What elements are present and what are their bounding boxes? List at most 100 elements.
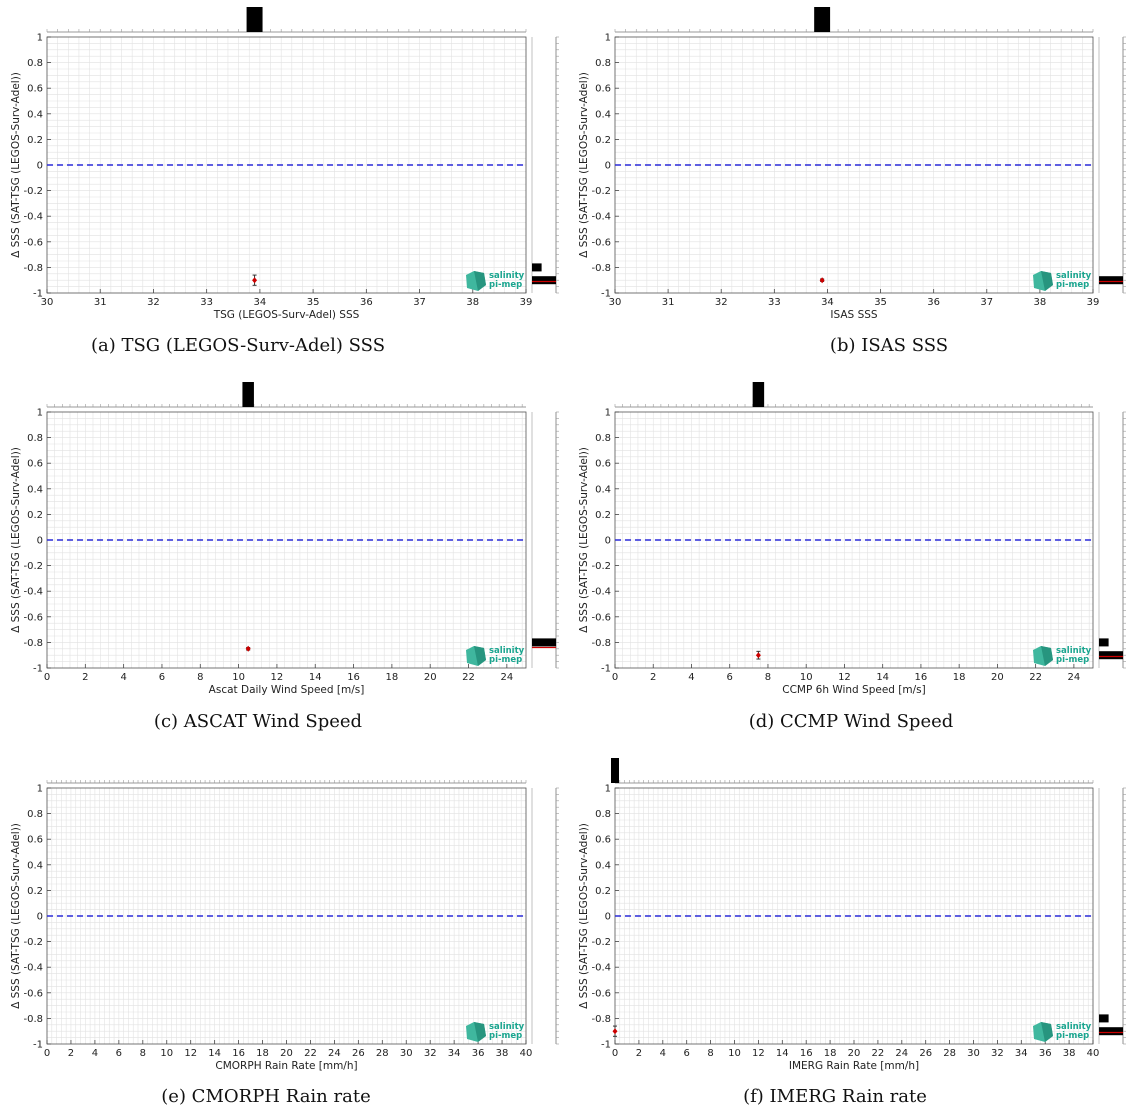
logo-line2: pi-mep (1056, 280, 1089, 290)
x-tick-label: 28 (943, 1048, 956, 1059)
y-tick-label: 0.4 (595, 109, 611, 120)
side-hist-bar (1099, 651, 1123, 660)
y-tick-label: -0.8 (23, 1014, 43, 1025)
x-tick-label: 30 (400, 1048, 413, 1059)
x-tick-label: 32 (715, 297, 728, 308)
y-tick-label: -1 (601, 664, 611, 675)
x-tick-label: 0 (612, 1048, 618, 1059)
x-tick-label: 20 (848, 1048, 861, 1059)
x-tick-label: 32 (991, 1048, 1004, 1059)
logo-cube-shade-icon (1041, 271, 1053, 291)
x-tick-label: 40 (520, 1048, 533, 1059)
x-tick-label: 30 (609, 297, 622, 308)
y-tick-label: 0.4 (27, 109, 43, 120)
x-axis-label: IMERG Rain Rate [mm/h] (789, 1060, 919, 1072)
x-tick-label: 39 (520, 297, 533, 308)
x-tick-label: 0 (44, 672, 50, 683)
y-tick-label: 1 (37, 784, 43, 795)
chart-panel: 30 31 32 33 34 35 36 37 38 39 1 0.8 0.6 0.4 0.2 0 -0.2 -0… (578, 7, 1126, 356)
y-tick-label: 1 (605, 33, 611, 44)
x-tick-label: 14 (776, 1048, 789, 1059)
y-tick-label: 0.2 (595, 135, 611, 146)
logo-cube-shade-icon (474, 1022, 486, 1042)
x-tick-label: 38 (496, 1048, 509, 1059)
y-tick-label: 0.8 (595, 58, 611, 69)
subfigure-caption: (e) CMORPH Rain rate (161, 1086, 370, 1107)
x-tick-label: 6 (727, 672, 733, 683)
y-tick-label: -0.6 (591, 237, 611, 248)
y-tick-label: -0.8 (23, 263, 43, 274)
logo-line2: pi-mep (1056, 1031, 1089, 1041)
y-tick-label: -0.6 (591, 612, 611, 623)
top-hist-bar (242, 382, 254, 407)
x-tick-label: 40 (1087, 1048, 1100, 1059)
x-tick-label: 26 (352, 1048, 365, 1059)
x-tick-label: 10 (160, 1048, 173, 1059)
y-tick-label: 0.8 (27, 433, 43, 444)
y-tick-label: 0 (605, 161, 611, 172)
y-tick-label: -0.6 (23, 237, 43, 248)
y-tick-label: -0.4 (23, 212, 43, 223)
logo-line2: pi-mep (489, 655, 522, 665)
x-tick-label: 22 (304, 1048, 317, 1059)
x-tick-label: 24 (1068, 672, 1081, 683)
chart-panel: 0 2 4 6 8 10 12 14 16 18 20 22 24 26 28 30 32 34 36 38 4010.… (578, 758, 1126, 1107)
y-axis-label: Δ SSS (SAT-TSG (LEGOS-Surv-Adel)) (10, 823, 22, 1009)
x-tick-label: 35 (874, 297, 887, 308)
x-tick-label: 31 (94, 297, 107, 308)
x-tick-label: 20 (991, 672, 1004, 683)
x-tick-label: 20 (424, 672, 437, 683)
x-tick-label: 2 (636, 1048, 642, 1059)
y-tick-label: 0.8 (595, 433, 611, 444)
x-tick-label: 32 (147, 297, 160, 308)
logo-cube-shade-icon (474, 271, 486, 291)
x-tick-label: 30 (967, 1048, 980, 1059)
logo-line1: salinity (1056, 1022, 1092, 1032)
x-tick-label: 26 (919, 1048, 932, 1059)
x-tick-label: 10 (232, 672, 245, 683)
logo-line2: pi-mep (489, 1031, 522, 1041)
y-tick-label: 0.6 (595, 835, 611, 846)
x-axis-label: ISAS SSS (830, 309, 877, 321)
logo-line1: salinity (489, 646, 525, 656)
x-tick-label: 37 (980, 297, 993, 308)
top-hist-bar (814, 7, 831, 32)
x-tick-label: 38 (1034, 297, 1047, 308)
x-tick-label: 24 (328, 1048, 341, 1059)
x-axis-label: CMORPH Rain Rate [mm/h] (215, 1060, 357, 1072)
y-tick-label: 1 (37, 408, 43, 419)
y-axis-label: Δ SSS (SAT-TSG (LEGOS-Surv-Adel)) (578, 72, 590, 258)
logo-cube-shade-icon (1041, 646, 1053, 666)
x-tick-label: 34 (1015, 1048, 1028, 1059)
x-tick-label: 18 (386, 672, 399, 683)
logo-cube-shade-icon (1041, 1022, 1053, 1042)
subfigure-caption: (f) IMERG Rain rate (743, 1086, 927, 1107)
chart-panel: 0 2 4 6 8 10 12 14 16 18 20 22 2410.80.60.40.20-0.2-… (578, 382, 1126, 732)
x-tick-label: 16 (232, 1048, 245, 1059)
x-tick-label: 14 (876, 672, 889, 683)
y-tick-label: -1 (33, 664, 43, 675)
y-tick-label: 0.4 (595, 484, 611, 495)
y-tick-label: -0.6 (23, 612, 43, 623)
logo-line2: pi-mep (489, 280, 522, 290)
data-point (819, 277, 825, 284)
y-tick-label: 0.4 (27, 484, 43, 495)
logo-line2: pi-mep (1056, 655, 1089, 665)
y-tick-label: 0.6 (595, 84, 611, 95)
x-tick-label: 16 (800, 1048, 813, 1059)
x-tick-label: 16 (347, 672, 360, 683)
x-tick-label: 36 (927, 297, 940, 308)
logo-line1: salinity (1056, 646, 1092, 656)
x-tick-label: 33 (200, 297, 213, 308)
x-axis-label: Ascat Daily Wind Speed [m/s] (209, 684, 365, 696)
x-tick-label: 2 (68, 1048, 74, 1059)
x-tick-label: 34 (254, 297, 267, 308)
logo-line1: salinity (1056, 271, 1092, 281)
x-tick-label: 8 (707, 1048, 713, 1059)
x-tick-label: 38 (466, 297, 479, 308)
y-tick-label: -0.4 (23, 587, 43, 598)
